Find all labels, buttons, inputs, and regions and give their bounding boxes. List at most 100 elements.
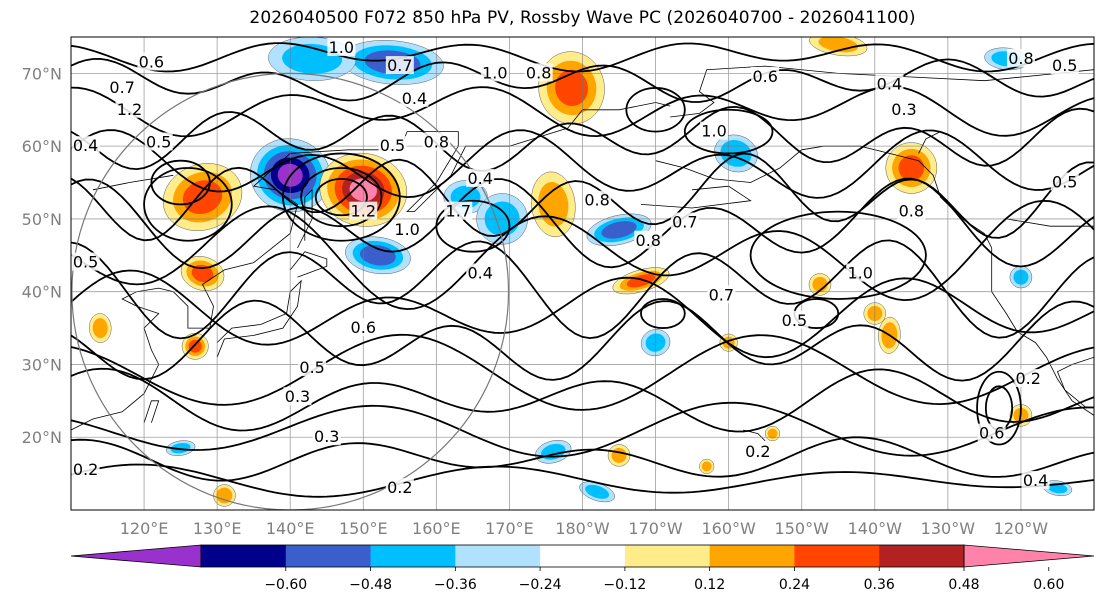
pv-contour bbox=[71, 152, 1094, 242]
pv-anomaly-blob bbox=[165, 440, 196, 456]
contour-label: 0.8 bbox=[636, 231, 661, 250]
pv-anomaly-blob bbox=[579, 481, 615, 503]
contour-label-bg bbox=[312, 427, 341, 446]
colorbar-tick-label: 0.12 bbox=[694, 577, 725, 593]
map-area[interactable]: 1.0 0.7 1.0 0.8 0.4 0.6 0.7 1.2 0.4 0.5 0.5 0.8 0.4 0… bbox=[71, 29, 1094, 510]
pv-anomaly-level bbox=[601, 221, 637, 239]
pv-anomaly-level bbox=[767, 428, 778, 439]
pv-contour bbox=[71, 333, 1094, 411]
contour-label: 0.8 bbox=[1008, 49, 1033, 68]
contour-label: 0.2 bbox=[1016, 369, 1041, 388]
longitude-label: 160°W bbox=[701, 519, 756, 538]
colorbar-frame bbox=[200, 544, 965, 568]
contour-label: 1.2 bbox=[351, 202, 376, 221]
pv-anomaly-blob bbox=[699, 458, 715, 474]
contour-label-bg bbox=[349, 318, 378, 337]
contour-label: 0.8 bbox=[424, 133, 449, 152]
contour-label: 0.8 bbox=[584, 191, 609, 210]
contour-label-bg bbox=[780, 310, 809, 329]
colorbar-tick-label: −0.48 bbox=[349, 577, 392, 593]
contour-label: 0.4 bbox=[877, 74, 902, 93]
pv-contour-loop bbox=[143, 167, 233, 242]
longitude-label: 130°W bbox=[921, 519, 976, 538]
colorbar-tick-label: −0.60 bbox=[264, 577, 307, 593]
colorbar-extend-low bbox=[70, 544, 202, 568]
contour-label: 0.7 bbox=[387, 56, 412, 75]
pv-contour bbox=[71, 129, 1094, 199]
contour-label-bg bbox=[670, 212, 699, 231]
contour-label-bg bbox=[1050, 56, 1079, 75]
pv-contour-loop bbox=[300, 167, 383, 228]
contour-label-bg bbox=[751, 67, 780, 86]
contour-label-bg bbox=[144, 132, 173, 151]
contour-label-bg bbox=[583, 190, 612, 209]
longitude-labels: 120°E 130°E 140°E 150°E 160°E 170°E 180°W 170°W… bbox=[120, 519, 1049, 538]
longitude-label: 140°W bbox=[848, 519, 903, 538]
colorbar-segment bbox=[540, 545, 626, 567]
contour-label: 1.0 bbox=[847, 264, 872, 283]
contour-label-bg bbox=[115, 99, 144, 118]
contour-label: 0.6 bbox=[139, 52, 164, 71]
contour-label: 1.2 bbox=[117, 100, 142, 119]
colorbar-tick-label: −0.36 bbox=[434, 577, 477, 593]
colorbar-segment bbox=[201, 545, 287, 567]
coastline bbox=[297, 188, 313, 249]
latitude-labels: 70°N 60°N 50°N 40°N 30°N 20°N bbox=[22, 64, 62, 447]
contour-label: 0.2 bbox=[387, 478, 412, 497]
contour-label-bg bbox=[977, 423, 1006, 442]
colorbar-segment bbox=[624, 545, 711, 567]
latitude-label: 30°N bbox=[22, 355, 62, 374]
contour-label: 0.4 bbox=[1023, 471, 1048, 490]
pv-contour bbox=[71, 436, 1094, 482]
colorbar-tick-label: 0.24 bbox=[779, 577, 810, 593]
coastline bbox=[640, 185, 752, 209]
pv-anomaly-blob bbox=[538, 51, 605, 125]
pv-contour bbox=[71, 57, 1094, 103]
contour-label: 0.5 bbox=[782, 311, 807, 330]
longitude-label: 120°E bbox=[120, 519, 169, 538]
contour-label-bg bbox=[108, 77, 137, 96]
pv-anomaly-blob bbox=[345, 236, 411, 275]
pv-anomaly-level bbox=[360, 245, 396, 266]
pv-anomaly-blob bbox=[586, 213, 652, 247]
contour-label: 0.4 bbox=[402, 89, 427, 108]
pv-anomaly-level bbox=[701, 461, 712, 472]
contour-label-bg bbox=[298, 358, 327, 377]
contour-label-bg bbox=[71, 459, 100, 478]
colorbar: −0.60 −0.48 −0.36 −0.24 −0.12 0.12 0.24 0.36 0.4… bbox=[70, 544, 1095, 593]
colorbar-segment bbox=[285, 545, 372, 567]
contour-label: 0.2 bbox=[745, 442, 770, 461]
contour-label-bg bbox=[1014, 369, 1043, 388]
contour-label: 0.5 bbox=[380, 136, 405, 155]
contour-label-bg bbox=[466, 168, 495, 187]
pv-contour bbox=[71, 42, 1094, 73]
pv-contours-layer bbox=[71, 42, 1094, 498]
contour-label: 0.3 bbox=[314, 427, 339, 446]
contour-label-bg bbox=[71, 136, 100, 155]
contour-label: 0.4 bbox=[467, 264, 492, 283]
contour-label: 0.5 bbox=[299, 358, 324, 377]
contour-label: 0.6 bbox=[979, 424, 1004, 443]
contour-label-bg bbox=[466, 263, 495, 282]
contour-label: 0.5 bbox=[73, 253, 98, 272]
contour-label: 0.7 bbox=[709, 285, 734, 304]
contour-label: 1.0 bbox=[701, 122, 726, 141]
colorbar-segment bbox=[455, 545, 541, 567]
coastline bbox=[216, 279, 302, 358]
contour-label-bg bbox=[524, 63, 553, 82]
contour-label: 0.8 bbox=[526, 63, 551, 82]
pv-contour bbox=[71, 463, 1094, 498]
longitude-label: 150°E bbox=[339, 519, 388, 538]
contour-label: 0.3 bbox=[285, 387, 310, 406]
pv-contour-loop bbox=[282, 152, 401, 242]
longitude-label: 140°E bbox=[266, 519, 315, 538]
longitude-label: 170°W bbox=[628, 519, 683, 538]
contour-label: 1.0 bbox=[394, 220, 419, 239]
contour-label-bg bbox=[846, 263, 875, 282]
colorbar-tick-label: −0.12 bbox=[603, 577, 646, 593]
pv-anomaly-level bbox=[585, 484, 610, 499]
contour-labels-layer: 1.0 0.7 1.0 0.8 0.4 0.6 0.7 1.2 0.4 0.5 0.5 0.8 0.4 0… bbox=[71, 37, 1079, 497]
radius-circle-overlay bbox=[71, 72, 510, 510]
pv-anomaly-blob bbox=[89, 313, 112, 343]
